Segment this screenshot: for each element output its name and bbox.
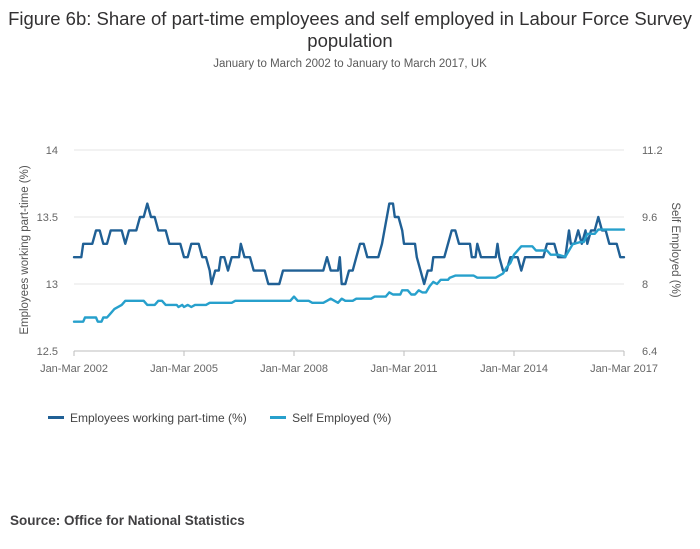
legend-label-part-time: Employees working part-time (%) xyxy=(70,410,247,425)
y-axis-left: 14 13.5 13 12.5 xyxy=(37,145,58,358)
y-axis-right-title: Self Employed (%) xyxy=(669,202,681,297)
y-axis-left-title: Employees working part-time (%) xyxy=(19,165,31,335)
y-right-tick-label: 9.6 xyxy=(642,212,657,224)
legend-item-part-time[interactable]: Employees working part-time (%) xyxy=(48,411,247,425)
series-line-self-employed[interactable] xyxy=(72,228,626,323)
series-line-part-time[interactable] xyxy=(72,202,626,286)
series-lines xyxy=(72,202,626,323)
legend-label-self-employed: Self Employed (%) xyxy=(292,410,392,425)
x-tick-label: Jan-Mar 2008 xyxy=(260,363,328,375)
legend-item-self-employed[interactable]: Self Employed (%) xyxy=(270,411,391,425)
y-left-tick-label: 13.5 xyxy=(37,212,58,224)
legend: Employees working part-time (%) Self Emp… xyxy=(48,408,411,425)
source-note: Source: Office for National Statistics xyxy=(10,513,245,528)
legend-swatch-part-time xyxy=(48,416,64,419)
y-left-tick-label: 13 xyxy=(46,279,58,291)
x-tick-label: Jan-Mar 2011 xyxy=(370,363,437,375)
x-tick-label: Jan-Mar 2017 xyxy=(590,363,658,375)
x-tick-label: Jan-Mar 2002 xyxy=(40,363,108,375)
y-left-tick-label: 12.5 xyxy=(37,346,58,358)
y-left-tick-label: 14 xyxy=(46,145,58,157)
y-axis-right: 11.2 9.6 8 6.4 xyxy=(642,145,663,358)
x-tick-label: Jan-Mar 2005 xyxy=(150,363,218,375)
y-right-tick-label: 11.2 xyxy=(642,145,663,157)
legend-swatch-self-employed xyxy=(270,416,287,419)
y-right-tick-label: 6.4 xyxy=(642,346,657,358)
x-tick-label: Jan-Mar 2014 xyxy=(480,363,548,375)
chart-subtitle: January to March 2002 to January to Marc… xyxy=(213,58,487,70)
chart-title: Figure 6b: Share of part-time employees … xyxy=(8,8,692,51)
y-right-tick-label: 8 xyxy=(642,279,648,291)
gridlines xyxy=(74,149,624,352)
x-axis: Jan-Mar 2002 Jan-Mar 2005 Jan-Mar 2008 Jan-… xyxy=(40,351,658,375)
